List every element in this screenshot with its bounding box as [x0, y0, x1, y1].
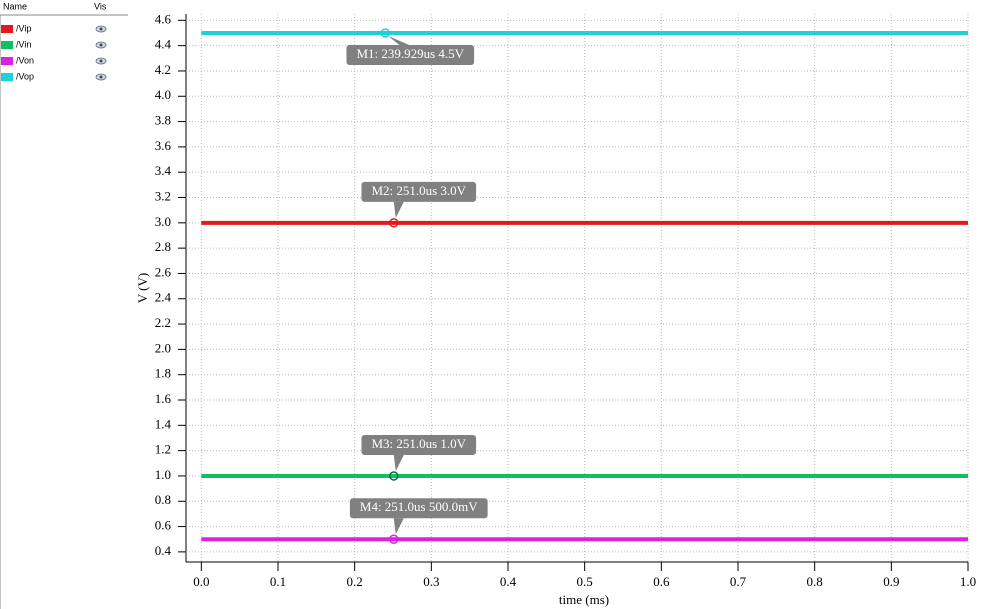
legend-panel	[0, 0, 128, 609]
y-tick-label: 4.6	[155, 11, 172, 26]
x-tick-label: 0.8	[807, 574, 823, 589]
y-tick-label: 0.4	[155, 543, 172, 558]
legend-label: /Vip	[16, 23, 31, 33]
marker-point	[389, 218, 399, 228]
y-tick-label: 1.8	[155, 366, 171, 381]
marker-callout: M3: 251.0us 1.0V	[361, 434, 477, 471]
x-tick-label: 0.9	[883, 574, 899, 589]
marker-label: M4: 251.0us 500.0mV	[360, 499, 478, 514]
header-vis: Vis	[94, 1, 107, 11]
y-tick-label: 4.2	[155, 62, 171, 77]
header-name: Name	[3, 1, 27, 11]
y-tick-label: 3.0	[155, 214, 171, 229]
marker-point	[389, 471, 399, 481]
y-tick-label: 2.6	[155, 264, 172, 279]
y-tick-label: 2.2	[155, 315, 171, 330]
marker-callout: M1: 239.929us 4.5V	[346, 35, 475, 65]
visibility-eye-pupil	[99, 43, 103, 47]
visibility-eye-pupil	[99, 75, 103, 79]
legend-label: /Vin	[16, 39, 31, 49]
y-tick-label: 3.8	[155, 113, 171, 128]
x-axis-label: time (ms)	[559, 592, 609, 607]
y-tick-label: 2.8	[155, 239, 171, 254]
y-tick-label: 1.6	[155, 391, 172, 406]
y-tick-label: 1.2	[155, 442, 171, 457]
marker-point	[389, 534, 399, 544]
y-tick-label: 4.0	[155, 87, 171, 102]
legend-swatch	[1, 73, 13, 81]
x-tick-label: 1.0	[960, 574, 976, 589]
legend-swatch	[1, 41, 13, 49]
marker-label-box	[349, 498, 488, 519]
y-tick-label: 1.4	[155, 416, 172, 431]
y-tick-label: 0.6	[155, 518, 172, 533]
legend-label: /Von	[16, 55, 34, 65]
marker-label: M1: 239.929us 4.5V	[356, 46, 464, 61]
x-tick-label: 0.7	[730, 574, 747, 589]
y-tick-label: 1.0	[155, 467, 171, 482]
marker-pointer	[393, 518, 404, 535]
x-tick-label: 0.1	[270, 574, 286, 589]
marker-label-box	[346, 44, 475, 65]
legend-swatch	[1, 25, 13, 33]
y-tick-label: 0.8	[155, 492, 171, 507]
y-axis-label: V (V)	[135, 273, 150, 303]
marker-pointer	[388, 35, 410, 45]
marker-label-box	[361, 434, 477, 455]
visibility-eye-pupil	[99, 59, 103, 63]
legend-label: /Vop	[16, 71, 34, 81]
marker-callout: M4: 251.0us 500.0mV	[349, 498, 488, 535]
legend-swatch	[1, 57, 13, 65]
x-tick-label: 0.4	[500, 574, 517, 589]
marker-point	[380, 28, 391, 38]
marker-pointer	[393, 454, 404, 471]
x-tick-label: 0.0	[193, 574, 209, 589]
y-tick-label: 4.4	[155, 37, 172, 52]
marker-callout: M2: 251.0us 3.0V	[361, 181, 477, 218]
x-tick-label: 0.5	[577, 574, 593, 589]
y-tick-label: 2.4	[155, 290, 172, 305]
y-tick-label: 3.6	[155, 138, 172, 153]
marker-label: M3: 251.0us 1.0V	[371, 436, 466, 451]
x-tick-label: 0.2	[347, 574, 363, 589]
y-tick-label: 2.0	[155, 340, 171, 355]
x-tick-label: 0.3	[423, 574, 439, 589]
x-tick-label: 0.6	[653, 574, 670, 589]
visibility-eye-pupil	[99, 27, 103, 31]
marker-label-box	[361, 181, 477, 202]
marker-pointer	[393, 201, 404, 218]
y-tick-label: 3.4	[155, 163, 172, 178]
y-tick-label: 3.2	[155, 188, 171, 203]
marker-label: M2: 251.0us 3.0V	[371, 183, 466, 198]
